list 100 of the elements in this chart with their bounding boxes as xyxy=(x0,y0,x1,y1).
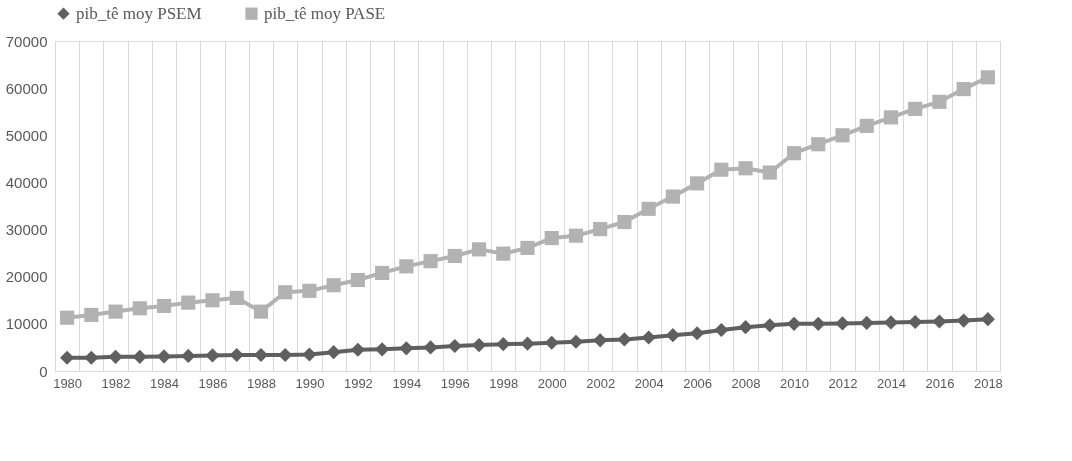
point xyxy=(60,350,75,365)
point xyxy=(326,345,341,360)
legend-label: pib_tê moy PASE xyxy=(264,3,386,23)
point xyxy=(447,338,462,354)
point xyxy=(617,332,632,347)
point xyxy=(859,118,874,133)
point xyxy=(84,307,99,322)
point xyxy=(496,337,511,352)
point xyxy=(350,342,365,357)
x-tick-label: 1992 xyxy=(343,375,373,391)
point xyxy=(641,330,656,345)
point xyxy=(593,222,608,237)
x-tick-label: 1994 xyxy=(392,375,422,391)
point xyxy=(786,316,802,331)
point xyxy=(229,290,244,305)
point xyxy=(859,315,874,330)
point xyxy=(205,293,220,308)
x-tick-label: 1982 xyxy=(101,375,131,391)
point xyxy=(956,82,971,97)
point xyxy=(544,335,559,350)
point xyxy=(714,322,729,338)
point xyxy=(423,254,438,269)
point xyxy=(471,338,487,353)
point xyxy=(762,165,777,180)
point xyxy=(471,242,487,257)
point xyxy=(205,348,220,363)
y-tick-label: 70000 xyxy=(5,32,48,50)
x-tick-label: 1998 xyxy=(489,375,519,391)
point xyxy=(835,316,850,331)
point xyxy=(883,110,899,125)
point xyxy=(278,347,293,363)
point xyxy=(520,240,535,256)
point xyxy=(980,70,995,85)
point xyxy=(84,350,99,365)
point xyxy=(980,312,995,327)
point xyxy=(593,333,608,348)
x-tick-label: 1990 xyxy=(295,375,325,391)
x-tick-label: 2006 xyxy=(683,375,713,391)
point xyxy=(423,340,438,355)
point xyxy=(375,265,390,281)
point xyxy=(156,349,172,364)
point xyxy=(811,137,826,152)
x-tick-label: 1988 xyxy=(247,375,276,391)
y-tick-label: 10000 xyxy=(5,315,48,333)
point xyxy=(253,304,269,319)
point xyxy=(447,248,462,264)
point xyxy=(738,320,753,335)
x-tick-label: 2016 xyxy=(925,375,955,391)
point xyxy=(108,349,123,364)
point xyxy=(908,314,923,330)
x-tick-label: 2018 xyxy=(973,375,1003,391)
y-tick-label: 50000 xyxy=(5,126,48,144)
point xyxy=(690,326,705,341)
x-tick-label: 2014 xyxy=(877,375,906,391)
x-tick-label: 2002 xyxy=(586,375,616,391)
point xyxy=(641,201,656,216)
point xyxy=(278,285,293,300)
point xyxy=(835,128,850,143)
point xyxy=(108,304,123,319)
point xyxy=(132,349,147,364)
x-tick-label: 2012 xyxy=(828,375,858,391)
point xyxy=(665,328,680,343)
point xyxy=(132,301,147,316)
x-tick-label: 2000 xyxy=(537,375,567,391)
x-tick-label: 2004 xyxy=(634,375,664,391)
point xyxy=(762,318,777,333)
point xyxy=(60,310,75,325)
legend-label: pib_tê moy PSEM xyxy=(76,3,202,23)
point xyxy=(665,189,680,204)
point xyxy=(883,315,899,330)
point xyxy=(350,272,365,288)
point xyxy=(326,278,341,293)
point xyxy=(738,161,753,176)
point xyxy=(568,334,584,349)
y-tick-label: 60000 xyxy=(5,79,48,97)
point xyxy=(811,316,826,331)
point xyxy=(932,94,947,109)
point xyxy=(156,298,172,314)
point xyxy=(690,176,705,191)
point xyxy=(544,230,559,246)
x-tick-label: 1980 xyxy=(53,375,83,391)
point xyxy=(181,295,196,310)
y-tick-label: 40000 xyxy=(5,173,48,191)
point xyxy=(399,341,414,356)
x-tick-label: 2010 xyxy=(780,375,809,391)
point xyxy=(908,101,923,116)
y-tick-label: 30000 xyxy=(5,221,48,239)
point xyxy=(520,336,535,351)
point xyxy=(786,146,802,161)
point xyxy=(617,214,632,230)
y-tick-label: 0 xyxy=(39,362,48,380)
point xyxy=(399,259,414,274)
point xyxy=(302,347,317,362)
point xyxy=(181,348,196,363)
point xyxy=(714,162,729,177)
point xyxy=(375,342,390,357)
point xyxy=(956,313,971,328)
point xyxy=(496,246,511,261)
point xyxy=(229,347,244,363)
point xyxy=(568,228,584,243)
